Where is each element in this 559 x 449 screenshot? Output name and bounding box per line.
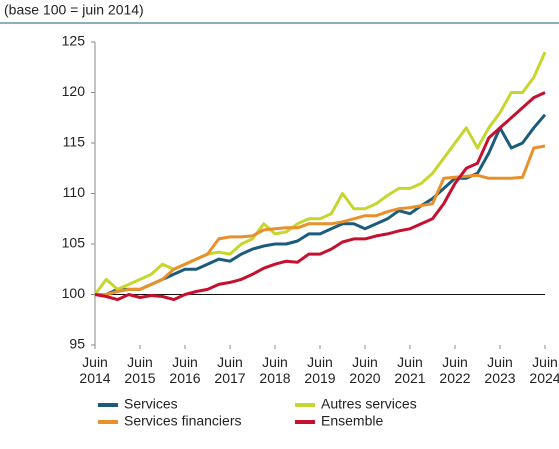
y-tick-label: 95 [69, 336, 85, 352]
y-tick-label: 115 [63, 134, 86, 150]
series-line [95, 113, 547, 296]
x-tick-label: Juin 2016 [169, 354, 201, 386]
x-tick-label: Juin 2017 [214, 354, 246, 386]
legend-label: Ensemble [321, 413, 383, 429]
series-line [93, 51, 547, 296]
x-tick-label: Juin 2022 [439, 354, 471, 386]
x-tick-label: Juin 2023 [484, 354, 516, 386]
y-tick-label: 105 [62, 235, 86, 251]
legend-label: Services financiers [124, 413, 242, 429]
y-tick-label: 125 [62, 33, 86, 49]
x-tick-label: Juin 2024 [529, 354, 559, 386]
y-tick-label: 110 [63, 184, 86, 200]
chart-subtitle: (base 100 = juin 2014) [4, 2, 144, 18]
series-line [94, 91, 546, 302]
legend-label: Autres services [321, 396, 417, 412]
x-tick-label: Juin 2015 [124, 354, 156, 386]
x-tick-label: Juin 2021 [394, 354, 426, 386]
y-tick-label: 120 [62, 83, 86, 99]
x-tick-label: Juin 2020 [349, 354, 381, 386]
series-line [95, 144, 546, 296]
x-tick-label: Juin 2018 [259, 354, 291, 386]
legend-label: Services [124, 396, 178, 412]
x-tick-label: Juin 2014 [79, 354, 111, 386]
y-tick-label: 100 [62, 285, 86, 301]
x-tick-label: Juin 2019 [304, 354, 336, 386]
